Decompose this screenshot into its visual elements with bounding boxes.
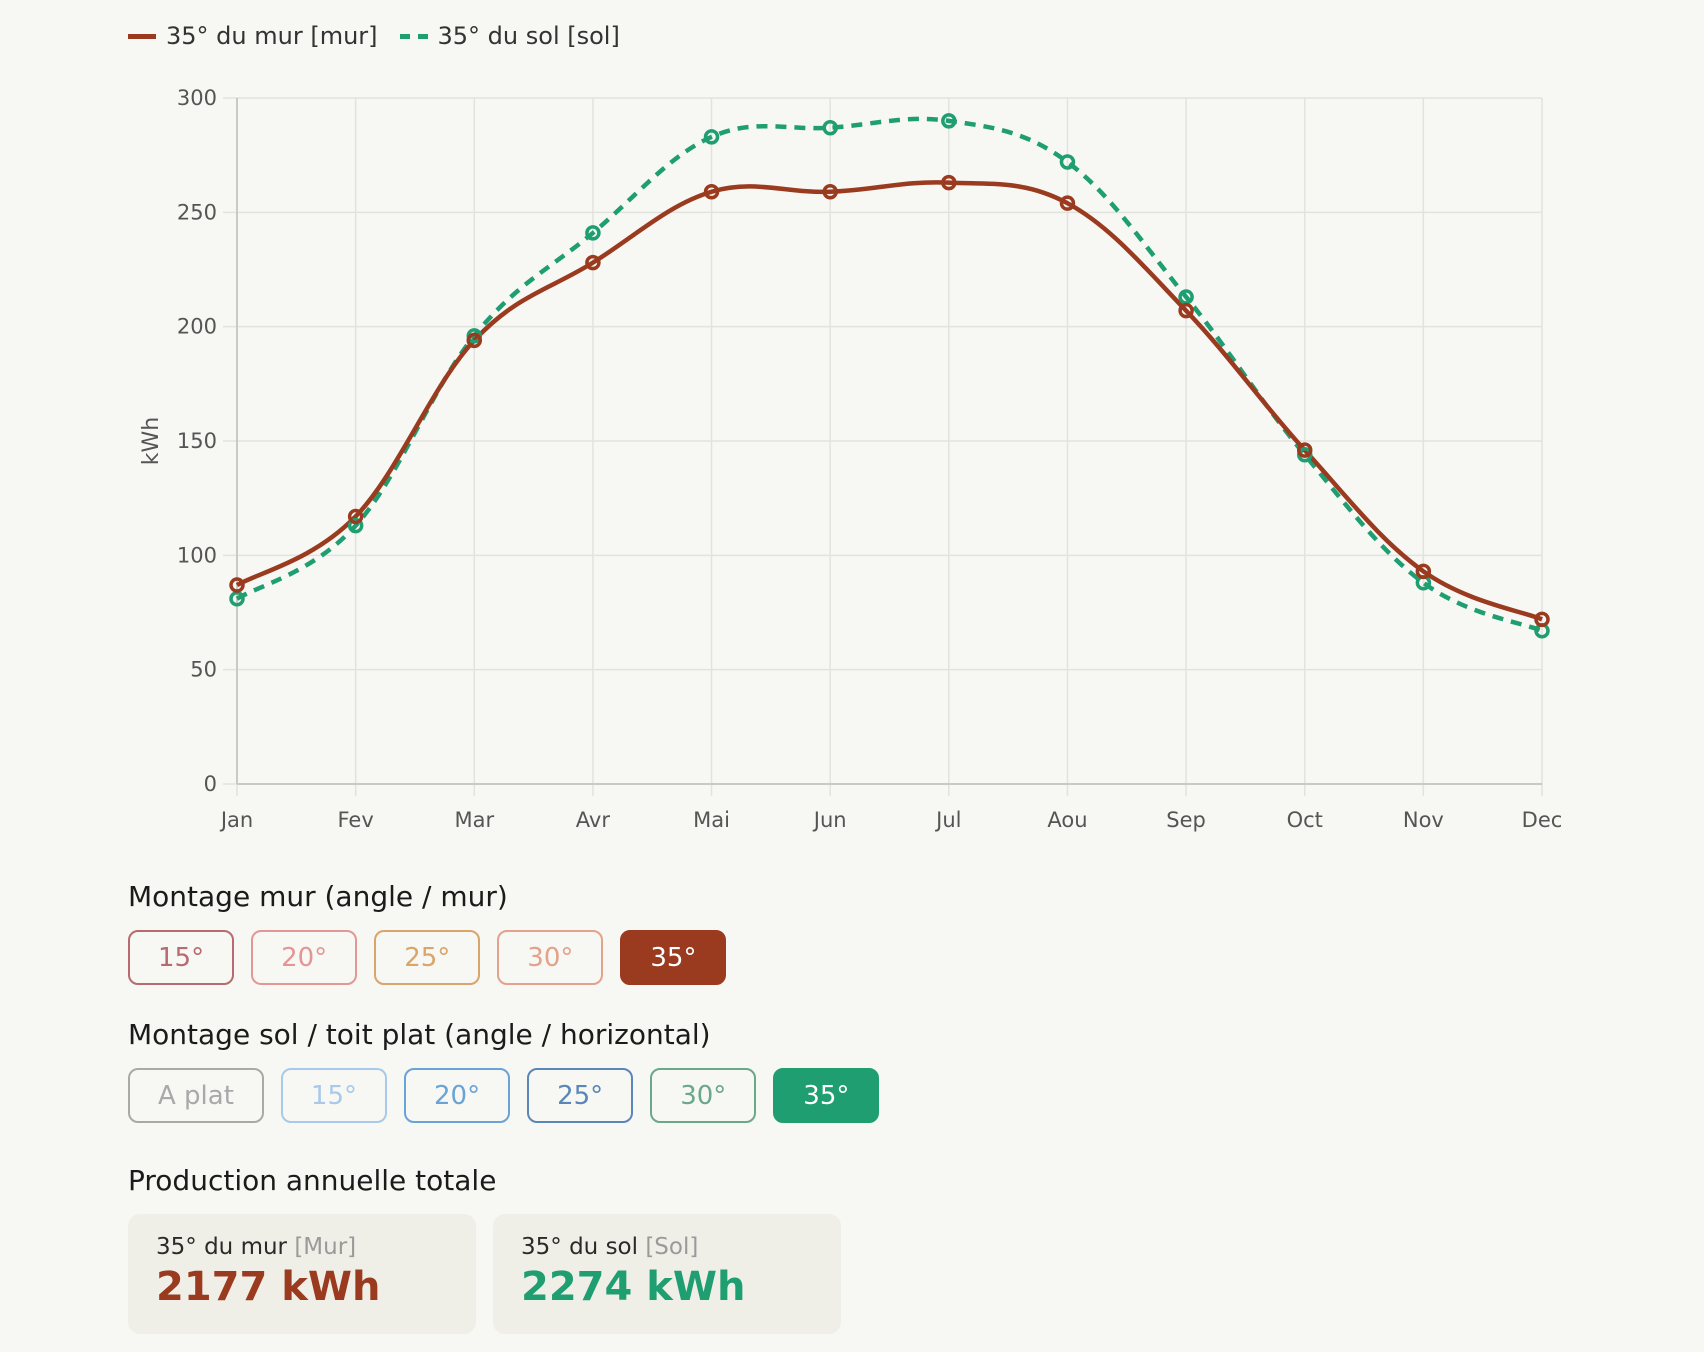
total-label-sol-bracket: [Sol] [645,1234,699,1260]
data-point-sol[interactable] [347,517,364,534]
y-tick-label: 200 [177,315,217,339]
data-point-sol[interactable] [822,119,838,136]
data-point-mur[interactable] [1178,302,1194,319]
x-tick-label: Dec [1522,808,1563,832]
legend-item-sol[interactable]: 35° du sol [sol] [399,22,620,50]
ground-angle-button[interactable]: 25° [527,1068,634,1123]
y-tick-label: 50 [190,658,217,682]
wall-angle-button[interactable]: 35° [620,930,727,985]
series-line-sol [235,116,1543,633]
legend-item-mur[interactable]: 35° du mur [mur] [128,22,378,50]
wall-mount-title: Montage mur (angle / mur) [128,880,508,913]
total-card-sol: 35° du sol [Sol] 2274 kWh [493,1214,841,1334]
x-tick-label: Jun [812,808,847,832]
ground-angle-button[interactable]: 30° [650,1068,757,1123]
data-point-mur[interactable] [347,508,364,525]
total-label-sol-text: 35° du sol [521,1234,639,1260]
ground-angle-button[interactable]: 15° [280,1068,387,1123]
legend-label-mur: 35° du mur [mur] [166,22,378,50]
data-point-mur[interactable] [941,174,957,191]
total-label-sol: 35° du sol [Sol] [521,1234,813,1260]
y-tick-label: 300 [177,86,217,110]
y-tick-label: 150 [177,429,217,453]
legend-swatch-sol [399,33,428,39]
total-label-mur-bracket: [Mur] [294,1234,357,1260]
x-tick-label: Jul [934,808,961,832]
y-tick-label: 0 [204,772,217,796]
data-point-mur[interactable] [1296,442,1313,458]
annual-production-title: Production annuelle totale [128,1164,497,1197]
wall-angle-button[interactable]: 15° [128,930,235,985]
wall-angle-button[interactable]: 20° [251,930,358,985]
chart-legend: 35° du mur [mur] 35° du sol [sol] [128,22,620,50]
data-point-sol[interactable] [941,113,957,129]
x-tick-label: Fev [337,808,373,832]
x-tick-label: Mar [454,808,494,832]
x-tick-label: Oct [1287,808,1323,832]
ground-angle-button[interactable]: A plat [128,1068,264,1123]
series-line-mur [235,180,1543,622]
y-tick-label: 250 [177,200,217,224]
wall-angle-buttons: 15° 20° 25° 30° 35° [128,930,727,985]
data-point-mur[interactable] [229,577,245,593]
x-tick-label: Mai [693,808,730,832]
data-point-mur[interactable] [822,184,838,200]
total-value-mur: 2177 kWh [156,1264,381,1310]
x-tick-label: Avr [576,808,611,832]
data-point-sol[interactable] [585,225,601,241]
annual-totals: 35° du mur [Mur] 2177 kWh 35° du sol [So… [128,1214,841,1334]
wall-angle-button[interactable]: 30° [497,930,604,985]
legend-label-sol: 35° du sol [sol] [437,22,620,50]
data-point-mur[interactable] [585,254,601,271]
total-label-mur-text: 35° du mur [156,1234,288,1260]
x-tick-label: Nov [1403,808,1444,832]
data-point-sol[interactable] [1059,154,1076,170]
total-card-mur: 35° du mur [Mur] 2177 kWh [128,1214,476,1334]
data-point-mur[interactable] [1415,563,1432,580]
x-tick-label: Sep [1166,808,1206,832]
x-tick-label: Aou [1047,808,1087,832]
production-chart: 0 50 100 150 200 250 300 Jan Fev Mar Avr Mai Jun Jul A… [139,86,1563,832]
ground-mount-title: Montage sol / toit plat (angle / horizon… [128,1018,711,1051]
data-point-mur[interactable] [1534,611,1550,628]
legend-swatch-mur [128,33,156,39]
data-point-sol[interactable] [703,129,720,145]
ground-angle-button[interactable]: 35° [773,1068,880,1123]
ground-angle-button[interactable]: 20° [404,1068,511,1123]
ground-angle-buttons: A plat 15° 20° 25° 30° 35° [128,1068,880,1123]
data-point-mur[interactable] [703,184,720,200]
total-label-mur: 35° du mur [Mur] [156,1234,448,1260]
data-point-mur[interactable] [466,332,483,349]
y-tick-label: 100 [177,543,217,567]
y-axis-label: kWh [139,417,164,465]
total-value-sol: 2274 kWh [521,1264,746,1310]
wall-angle-button[interactable]: 25° [374,930,481,985]
data-point-mur[interactable] [1059,195,1076,211]
x-tick-label: Jan [219,808,253,832]
